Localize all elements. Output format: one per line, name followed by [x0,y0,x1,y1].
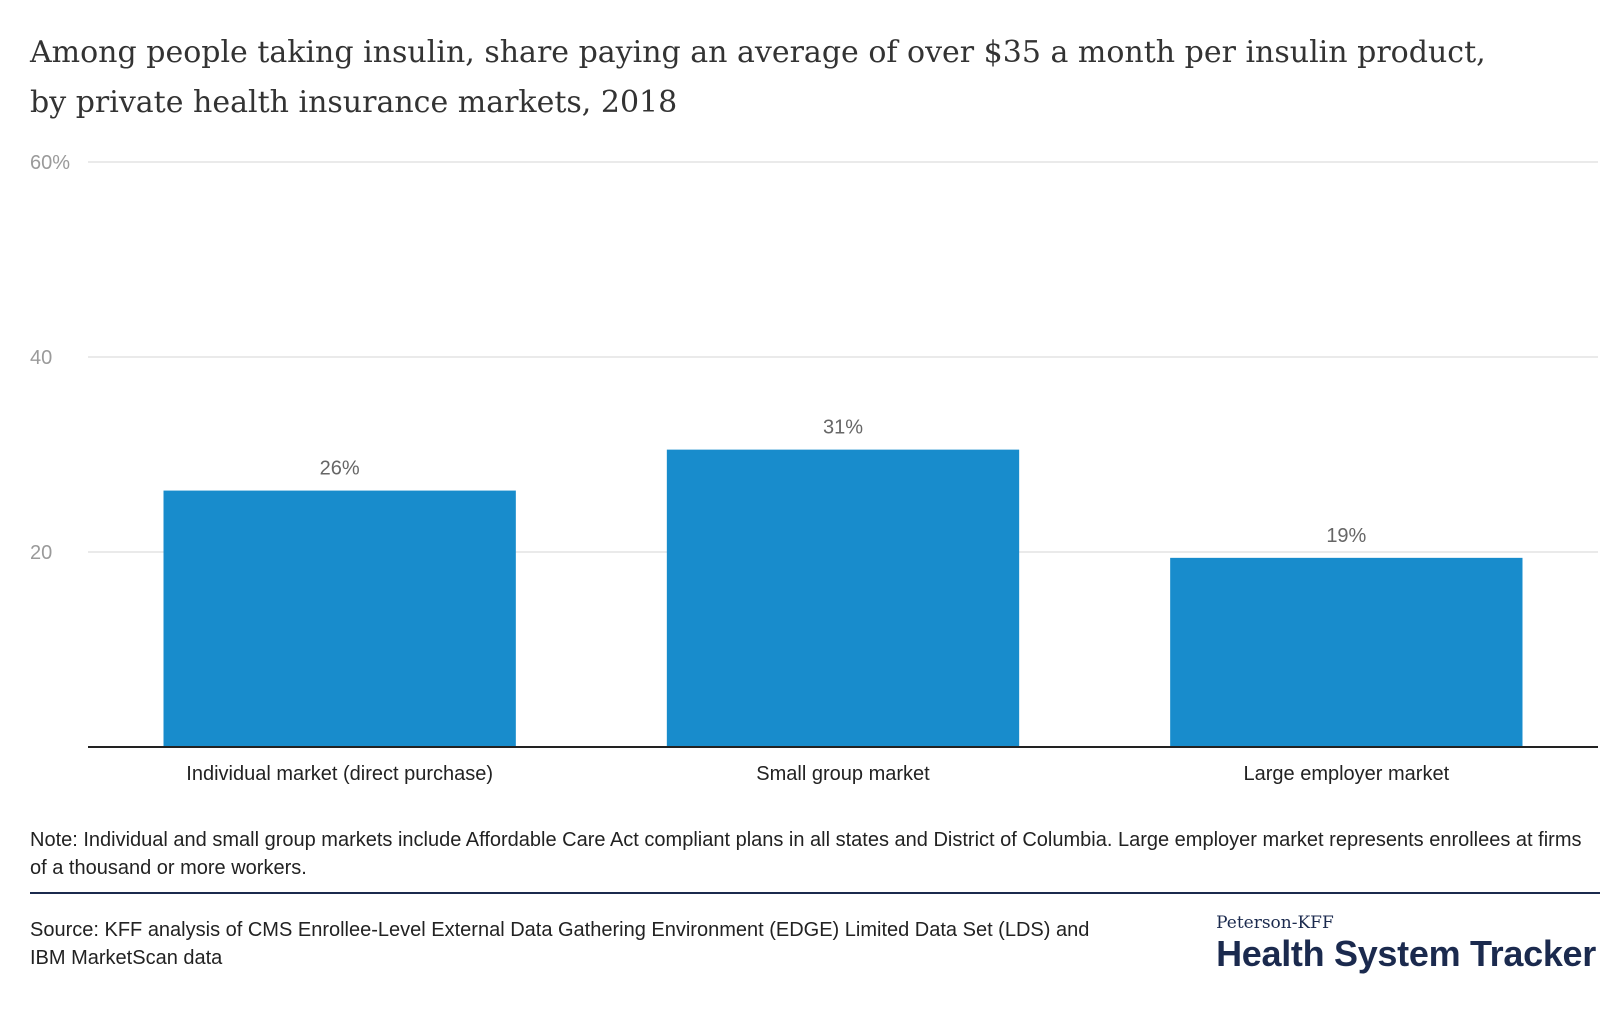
bar [163,490,516,747]
y-tick-label: 20 [30,542,52,564]
x-tick-label: Individual market (direct purchase) [186,763,493,785]
chart-note: Note: Individual and small group markets… [30,829,1582,879]
y-tick-label: 60% [30,152,70,174]
x-tick-label: Large employer market [1244,763,1450,785]
chart-source: Source: KFF analysis of CMS Enrollee-Lev… [30,919,1090,969]
bar [666,449,1020,747]
x-tick-label: Small group market [756,763,930,785]
brand-logo-top: Peterson-KFF [1216,913,1334,933]
bar [1170,557,1523,747]
brand-logo-main: Health System Tracker [1216,933,1596,974]
data-label: 19% [1326,525,1366,547]
bar-chart: 20 40 60% 26% Individual market (direct purc… [30,152,1598,785]
chart-title-line-1: Among people taking insulin, share payin… [30,35,1486,70]
y-tick-label: 40 [30,347,52,369]
chart-title: Among people taking insulin, share payin… [30,28,1600,128]
chart-title-line-2: by private health insurance markets, 201… [30,85,678,120]
data-label: 26% [320,458,360,480]
brand-logo: Peterson-KFF Health System Tracker [1216,912,1596,974]
data-label: 31% [823,417,863,439]
footer-divider [30,892,1600,894]
